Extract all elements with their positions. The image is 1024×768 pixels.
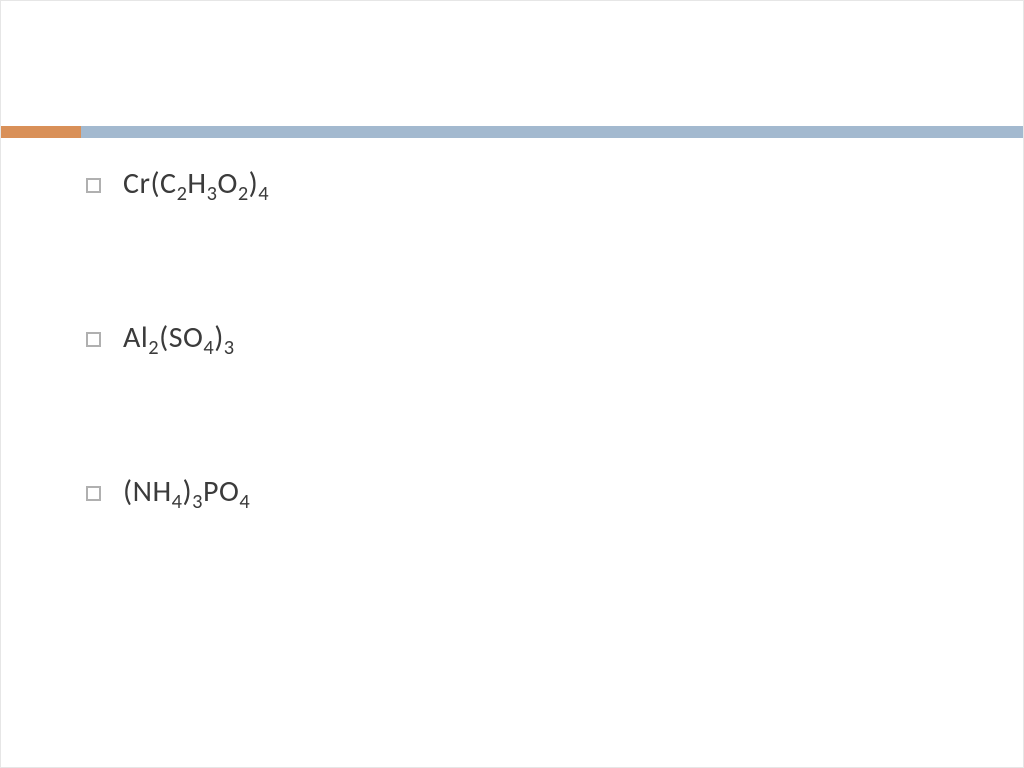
content-area: Cr(C2H3O2)4 Al2(SO4)3 (NH4)3PO4 [86,166,963,628]
title-bar-main [81,126,1023,138]
square-bullet-icon [86,178,101,193]
slide: Cr(C2H3O2)4 Al2(SO4)3 (NH4)3PO4 [0,0,1024,768]
square-bullet-icon [86,332,101,347]
list-item: Cr(C2H3O2)4 [86,166,963,202]
list-item: (NH4)3PO4 [86,474,963,510]
chemical-formula: Al2(SO4)3 [123,320,235,356]
list-item: Al2(SO4)3 [86,320,963,356]
chemical-formula: Cr(C2H3O2)4 [123,166,269,202]
title-bar [1,126,1023,138]
chemical-formula: (NH4)3PO4 [123,474,250,510]
square-bullet-icon [86,486,101,501]
title-bar-accent [1,126,81,138]
